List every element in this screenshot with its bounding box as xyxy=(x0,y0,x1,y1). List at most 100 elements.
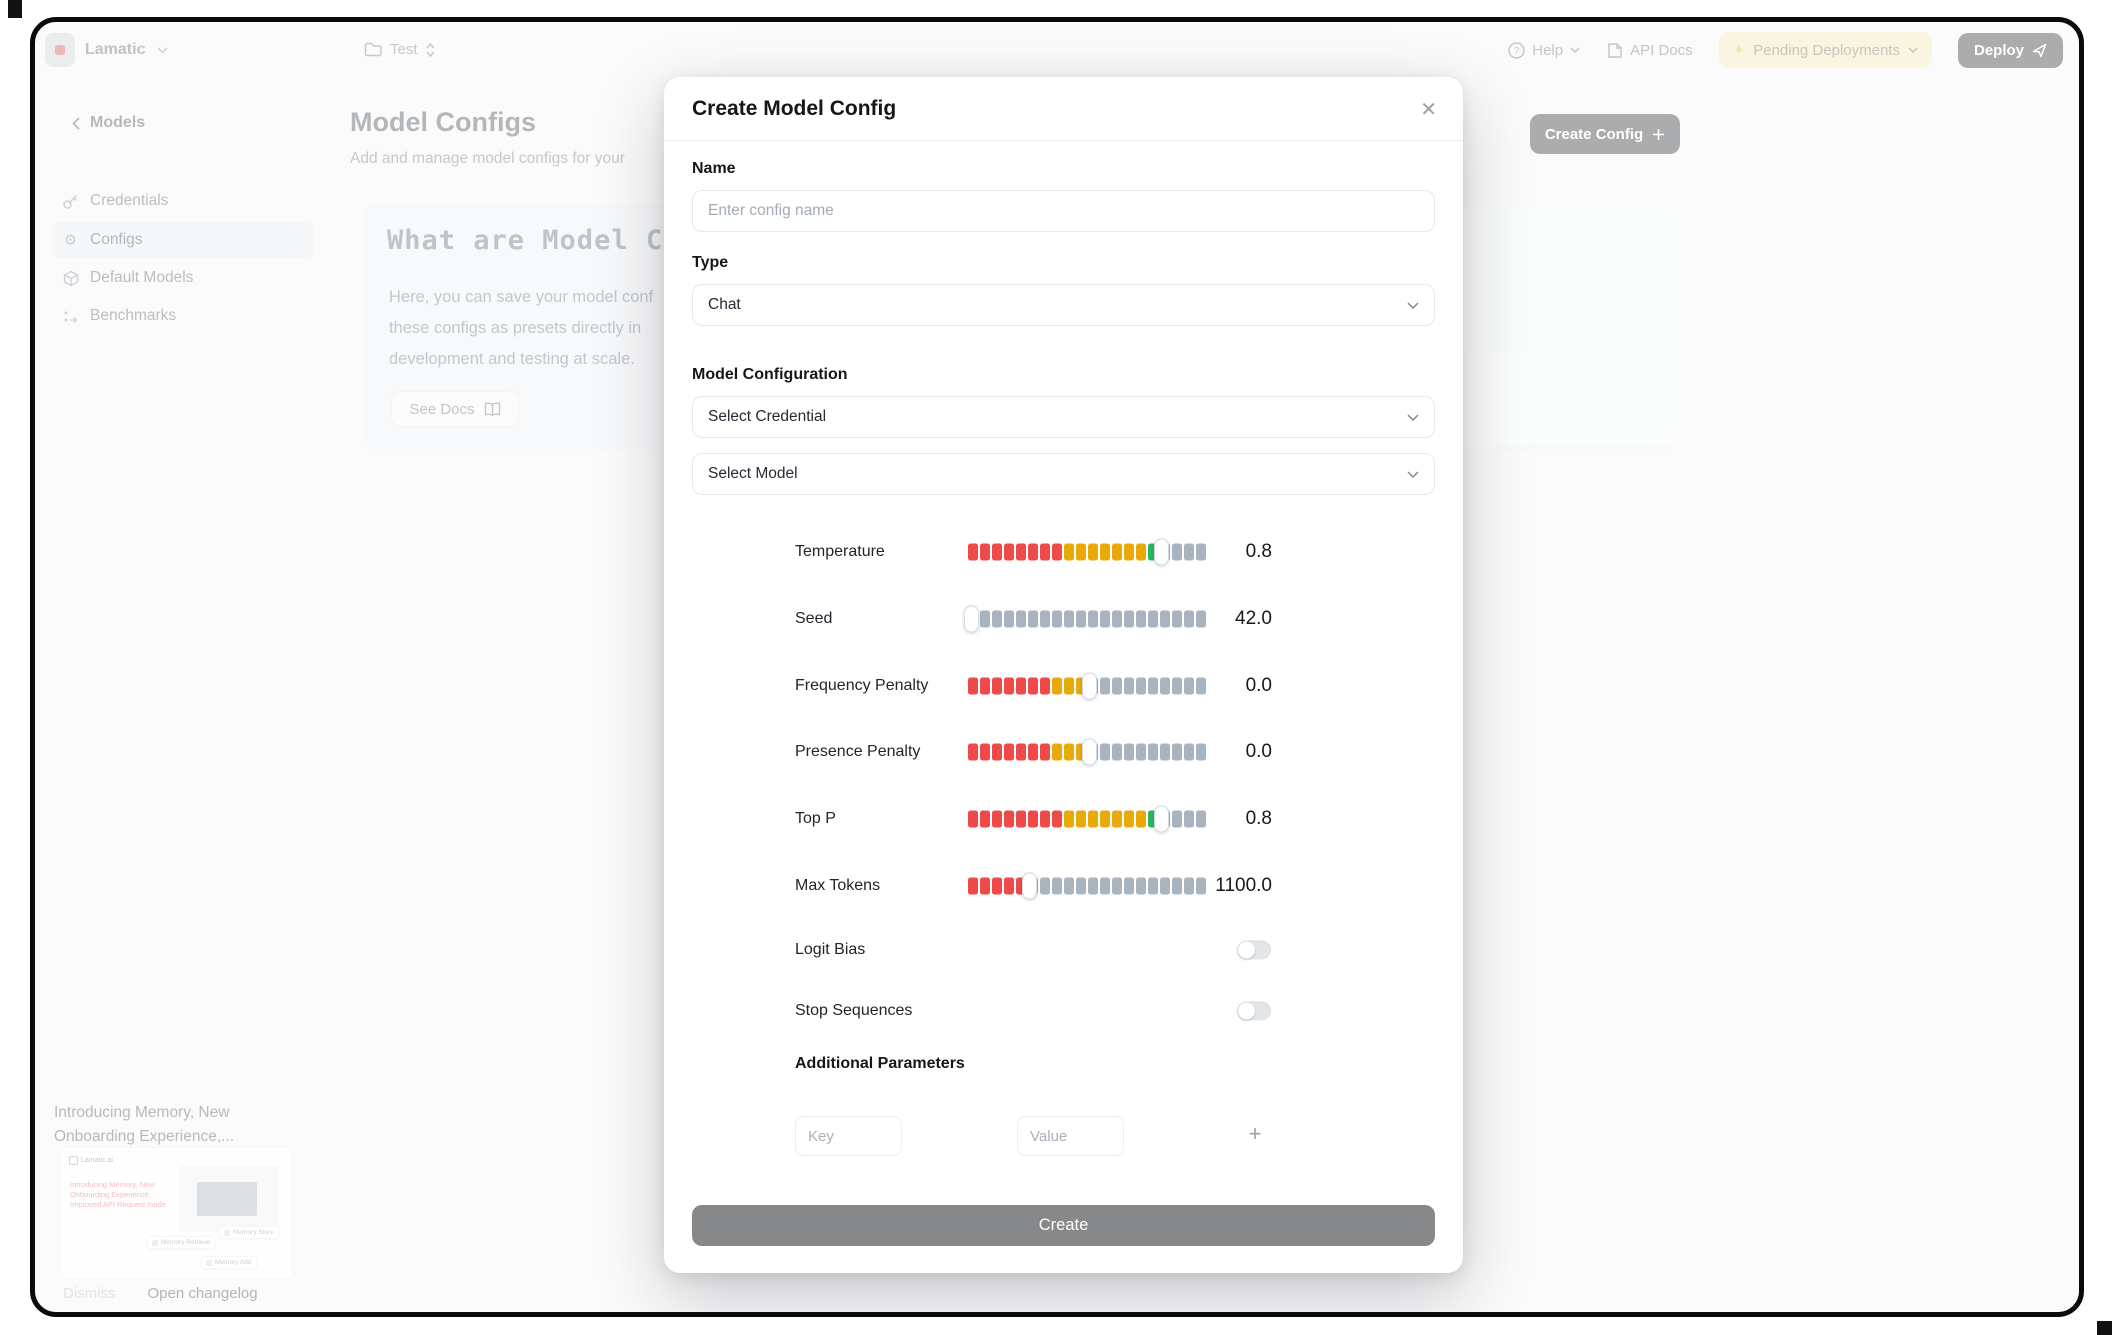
logit-bias-label: Logit Bias xyxy=(795,941,866,958)
slider-segment xyxy=(1016,877,1026,895)
slider-segment xyxy=(1088,543,1098,561)
slider-segment xyxy=(1148,543,1158,561)
slider-segment xyxy=(1088,810,1098,828)
slider-segment xyxy=(1052,810,1062,828)
slider-segment xyxy=(1040,610,1050,628)
slider-segment xyxy=(1148,877,1158,895)
add-parameter-button[interactable]: + xyxy=(1248,1121,1262,1146)
divider xyxy=(664,140,1463,141)
slider-segment xyxy=(1196,810,1206,828)
slider-track[interactable] xyxy=(968,805,1206,833)
slider-segment xyxy=(980,610,990,628)
slider-segment xyxy=(1064,543,1074,561)
slider-segment xyxy=(1040,877,1050,895)
chevron-down-icon xyxy=(1407,302,1419,309)
slider-row: Seed 42.0 xyxy=(664,602,1463,636)
slider-segment xyxy=(1184,810,1194,828)
slider-segment xyxy=(1076,677,1086,695)
slider-segment xyxy=(992,743,1002,761)
slider-track[interactable] xyxy=(968,872,1206,900)
slider-thumb[interactable] xyxy=(964,605,979,633)
slider-segment xyxy=(1052,743,1062,761)
slider-track[interactable] xyxy=(964,605,1206,633)
slider-segment xyxy=(1064,610,1074,628)
slider-label: Max Tokens xyxy=(795,877,881,894)
slider-label: Seed xyxy=(795,610,833,627)
slider-segment xyxy=(1052,877,1062,895)
slider-segment xyxy=(1028,543,1038,561)
slider-segment xyxy=(1136,810,1146,828)
slider-thumb[interactable] xyxy=(1082,672,1097,700)
slider-segment xyxy=(1004,810,1014,828)
config-name-input[interactable] xyxy=(692,190,1435,232)
slider-thumb[interactable] xyxy=(1022,872,1037,900)
slider-segment xyxy=(1040,743,1050,761)
slider-segment xyxy=(992,543,1002,561)
model-select-value: Select Model xyxy=(708,465,798,482)
slider-track[interactable] xyxy=(968,672,1206,700)
slider-segment xyxy=(1076,810,1086,828)
param-value-input[interactable] xyxy=(1017,1116,1124,1156)
slider-segment xyxy=(1184,610,1194,628)
slider-segment xyxy=(980,810,990,828)
slider-segment xyxy=(1124,610,1134,628)
stop-sequences-label: Stop Sequences xyxy=(795,1002,913,1019)
slider-track[interactable] xyxy=(968,738,1206,766)
additional-parameters-label: Additional Parameters xyxy=(795,1055,965,1072)
slider-segment xyxy=(1064,877,1074,895)
stop-sequences-toggle[interactable] xyxy=(1237,1001,1271,1021)
slider-thumb[interactable] xyxy=(1154,538,1169,566)
slider-segment xyxy=(968,810,978,828)
slider-segment xyxy=(1136,743,1146,761)
param-key-input[interactable] xyxy=(795,1116,902,1156)
slider-label: Presence Penalty xyxy=(795,743,921,760)
slider-segment xyxy=(1100,743,1110,761)
toggle-knob xyxy=(1238,941,1255,959)
slider-segment xyxy=(1160,610,1170,628)
slider-segment xyxy=(1016,543,1026,561)
type-select[interactable]: Chat xyxy=(692,284,1435,326)
type-label: Type xyxy=(692,254,729,271)
slider-segment xyxy=(1076,543,1086,561)
slider-segment xyxy=(1076,877,1086,895)
slider-value: 0.8 xyxy=(1245,541,1272,562)
slider-segment xyxy=(1028,810,1038,828)
slider-segment xyxy=(1124,743,1134,761)
logit-bias-toggle[interactable] xyxy=(1237,940,1271,960)
slider-segment xyxy=(1100,543,1110,561)
slider-segment xyxy=(992,610,1002,628)
slider-segment xyxy=(1136,610,1146,628)
slider-thumb[interactable] xyxy=(1082,738,1097,766)
chevron-down-icon xyxy=(1407,471,1419,478)
credential-select-value: Select Credential xyxy=(708,408,827,425)
slider-track[interactable] xyxy=(968,538,1206,566)
slider-segment xyxy=(992,810,1002,828)
slider-segment xyxy=(1112,810,1122,828)
slider-value: 0.8 xyxy=(1245,808,1272,829)
slider-segment xyxy=(1100,677,1110,695)
slider-segment xyxy=(1064,677,1074,695)
slider-segment xyxy=(1172,610,1182,628)
slider-segment xyxy=(1088,877,1098,895)
slider-segment xyxy=(1172,810,1182,828)
slider-segment xyxy=(1184,677,1194,695)
slider-segment xyxy=(1028,677,1038,695)
slider-row: Frequency Penalty 0.0 xyxy=(664,669,1463,703)
slider-segment xyxy=(1196,543,1206,561)
slider-segment xyxy=(1112,877,1122,895)
stop-sequences-row: Stop Sequences xyxy=(664,996,1463,1026)
create-button[interactable]: Create xyxy=(692,1205,1435,1246)
slider-segment xyxy=(1172,543,1182,561)
credential-select[interactable]: Select Credential xyxy=(692,396,1435,438)
model-configuration-label: Model Configuration xyxy=(692,366,848,383)
slider-segment xyxy=(1004,877,1014,895)
slider-segment xyxy=(980,543,990,561)
slider-segment xyxy=(1016,743,1026,761)
close-icon[interactable]: ✕ xyxy=(1420,99,1437,121)
slider-thumb[interactable] xyxy=(1154,805,1169,833)
slider-row: Presence Penalty 0.0 xyxy=(664,735,1463,769)
slider-segment xyxy=(1088,610,1098,628)
slider-segment xyxy=(1016,610,1026,628)
model-select[interactable]: Select Model xyxy=(692,453,1435,495)
corner-mark xyxy=(2097,1321,2112,1335)
